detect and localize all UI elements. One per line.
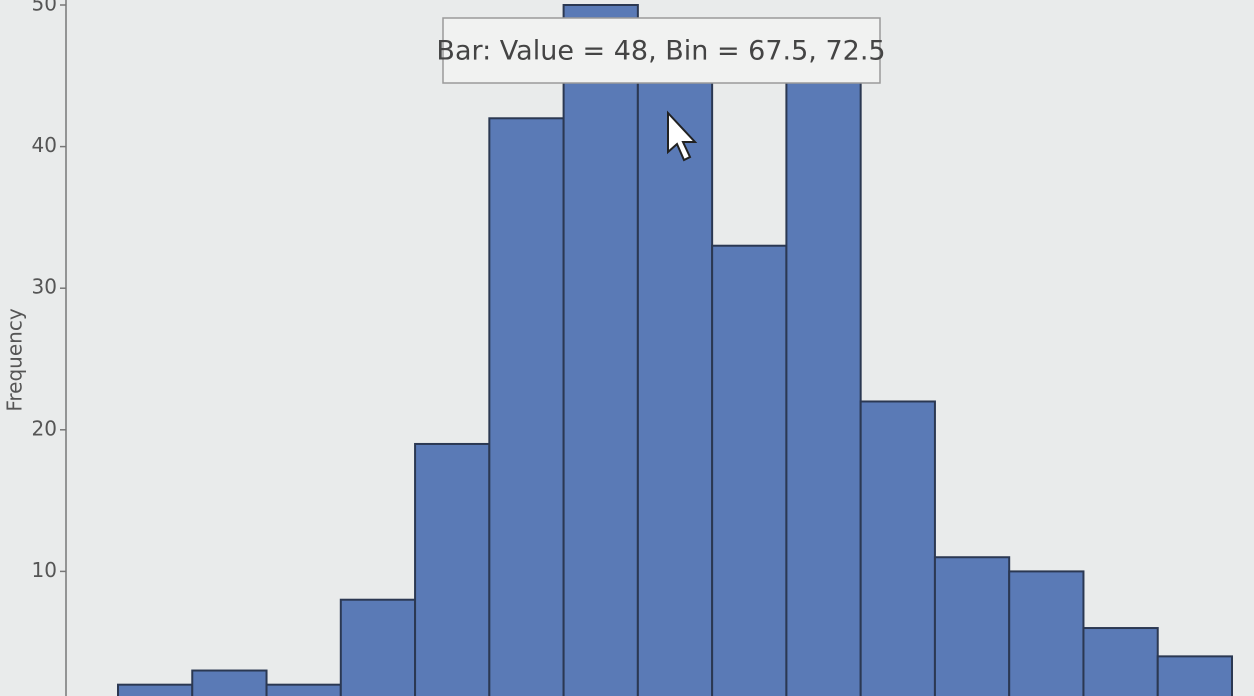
bar (785, 60, 862, 696)
bar (191, 669, 268, 696)
plot-area: 10 20 30 40 50 (32, 0, 1233, 696)
tooltip-box (442, 17, 881, 84)
bar (414, 442, 491, 696)
tooltip-text: Bar: Value = 48, Bin = 67.5, 72.5 (436, 36, 885, 67)
y-tick-label: 40 (32, 133, 57, 157)
y-tick-label: 30 (32, 275, 57, 299)
y-tick-label: 50 (32, 0, 57, 16)
bar (859, 400, 936, 696)
y-tick-label: 20 (32, 416, 57, 440)
y-tick-label: 10 (32, 558, 57, 582)
bar (711, 244, 788, 696)
bar (265, 683, 342, 696)
bar (933, 556, 1011, 696)
mouse-cursor (667, 110, 698, 162)
y-axis-title: Frequency (3, 308, 27, 411)
bar (339, 598, 417, 696)
bar (1156, 655, 1233, 696)
bar (488, 117, 565, 696)
bar (1008, 570, 1085, 696)
bar (117, 683, 194, 696)
bar (1082, 627, 1159, 696)
tooltip: Bar: Value = 48, Bin = 67.5, 72.5 (436, 17, 886, 84)
bar (562, 4, 639, 696)
